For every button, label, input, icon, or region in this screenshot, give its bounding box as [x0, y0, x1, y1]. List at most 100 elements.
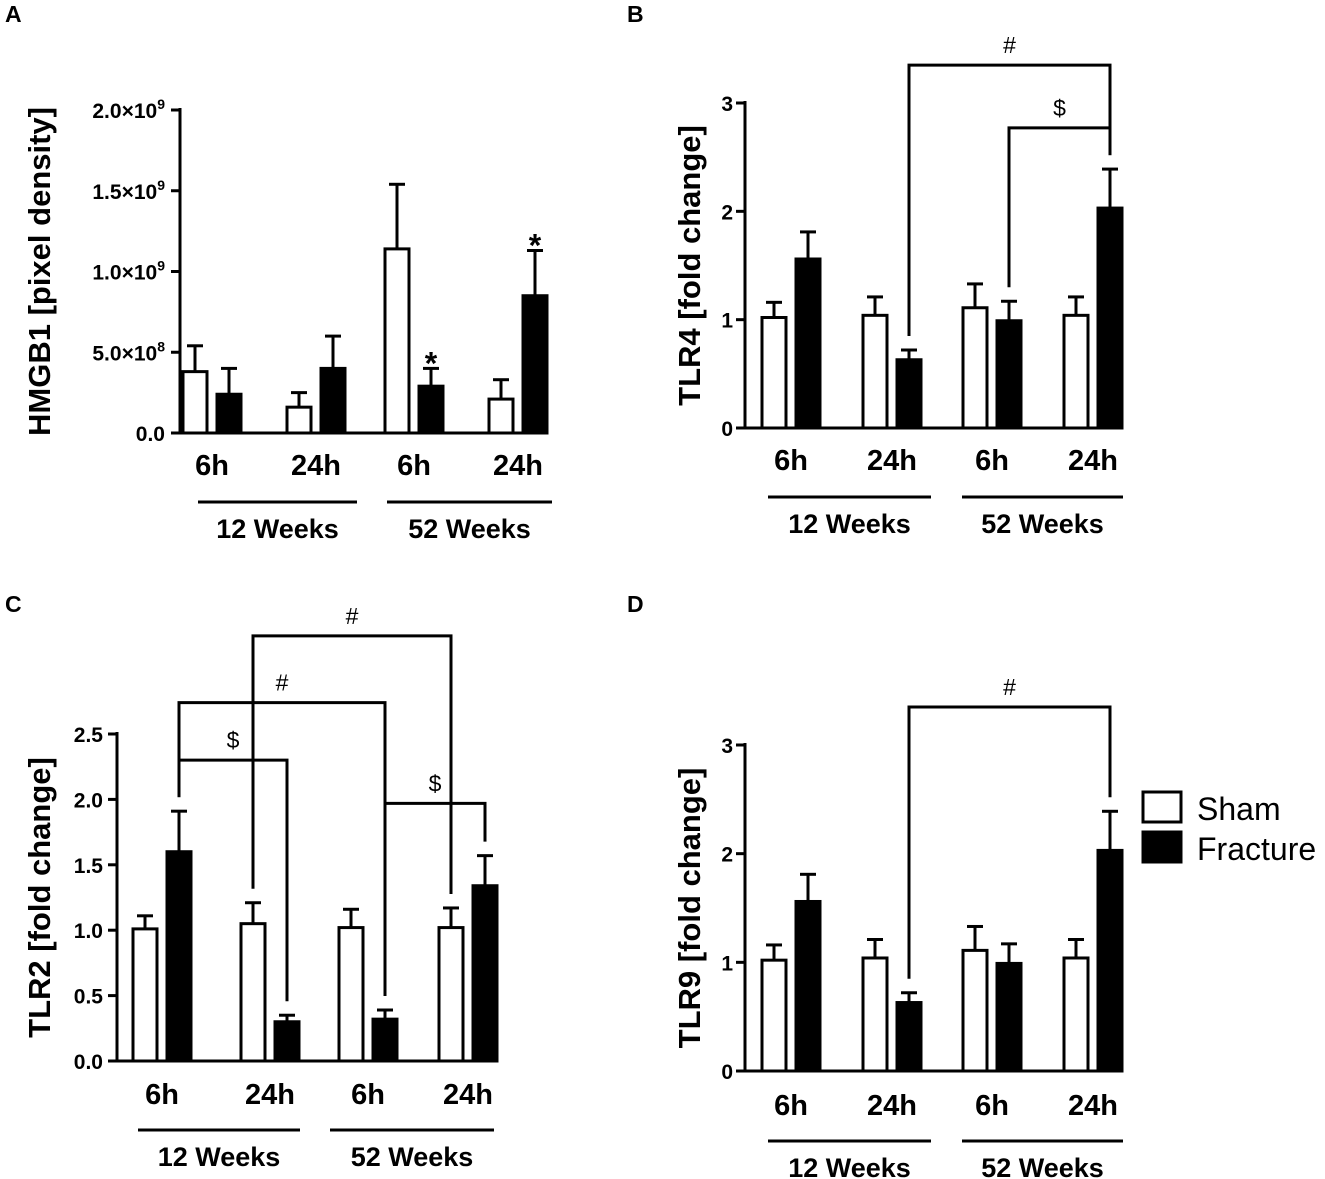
bar-fracture	[995, 961, 1023, 1073]
significance-label: #	[1003, 674, 1016, 700]
x-tick-label: 24h	[245, 1079, 295, 1111]
bar-fracture	[471, 884, 499, 1063]
significance-bracket	[907, 705, 1112, 979]
significance-bracket	[1007, 126, 1112, 288]
x-tick-label: 24h	[291, 450, 341, 482]
chart-panels: A 0.0 5.0×108 1.0×109 1.5×109 2.0×109 HMGB1 [p…	[5, 1, 1124, 1179]
y-tick-label: 2	[721, 844, 733, 867]
bar-fracture	[1096, 206, 1124, 430]
x-tick-label: 6h	[774, 445, 808, 477]
bar-sham	[285, 405, 313, 435]
x-tick-label: 6h	[195, 450, 229, 482]
significance-label: $	[429, 770, 442, 796]
y-tick-label: 0.5	[74, 986, 104, 1009]
bar-sham	[383, 247, 411, 435]
bar-fracture	[273, 1020, 301, 1063]
x-tick-label: 6h	[397, 450, 431, 482]
y-axis-label: TLR9 [fold change]	[672, 768, 707, 1049]
bar-fracture	[165, 850, 193, 1063]
bar-fracture	[417, 384, 445, 435]
bar-fracture	[895, 358, 923, 430]
panel-b: B 0 1 2 3 TLR4 [fold change] 6h 24h 6h 24h 12 Week…	[627, 1, 1124, 539]
legend-label-sham: Sham	[1197, 791, 1281, 827]
y-tick-label: 0	[721, 418, 733, 441]
bar-sham	[181, 370, 209, 435]
panel-letter: B	[627, 1, 644, 27]
significance-label: #	[1003, 32, 1016, 58]
group-label: 52 Weeks	[408, 514, 531, 544]
significance-star: *	[529, 228, 542, 264]
bar-sham	[437, 926, 465, 1063]
significance-bracket	[177, 758, 289, 1002]
y-tick-label: 1.0	[74, 920, 103, 943]
bar-sham	[131, 927, 159, 1063]
x-tick-label: 6h	[351, 1079, 385, 1111]
bar-sham	[760, 958, 788, 1073]
group-label: 12 Weeks	[216, 514, 339, 544]
panel-letter: D	[627, 591, 644, 617]
x-tick-label: 6h	[145, 1079, 179, 1111]
bar-fracture	[794, 899, 822, 1073]
bar-sham	[1062, 956, 1090, 1073]
bar-fracture	[521, 294, 549, 435]
bar-sham	[337, 926, 365, 1063]
y-axis-label: TLR4 [fold change]	[672, 125, 707, 406]
group-label: 52 Weeks	[351, 1142, 474, 1172]
panel-a: A 0.0 5.0×108 1.0×109 1.5×109 2.0×109 HMGB1 [p…	[5, 1, 552, 544]
group-label: 52 Weeks	[981, 1153, 1104, 1179]
significance-label: $	[227, 727, 240, 753]
panel-letter: A	[5, 1, 22, 27]
y-tick-label: 5.0×108	[92, 338, 165, 365]
y-axis-label: HMGB1 [pixel density]	[22, 107, 57, 436]
y-tick-label: 2.0×109	[92, 96, 165, 123]
significance-bracket	[907, 63, 1112, 336]
y-tick-label: 1.0×109	[92, 258, 165, 285]
panel-c: C 0.0 0.5 1.0 1.5 2.0 2.5 TLR2 [fold change] 6h 2…	[5, 591, 499, 1172]
y-tick-label: 2	[721, 201, 733, 224]
x-tick-label: 24h	[867, 445, 917, 477]
bar-sham	[961, 306, 989, 430]
bar-fracture	[1096, 848, 1124, 1073]
y-tick-label: 1	[721, 310, 733, 333]
y-tick-label: 3	[721, 735, 733, 758]
legend-swatch-fracture	[1141, 830, 1183, 864]
bar-fracture	[215, 392, 243, 435]
bar-sham	[760, 316, 788, 430]
bar-fracture	[371, 1017, 399, 1063]
bar-sham	[487, 397, 515, 435]
panel-letter: C	[5, 591, 22, 617]
group-label: 12 Weeks	[788, 1153, 911, 1179]
group-label: 12 Weeks	[158, 1142, 281, 1172]
bar-sham	[239, 922, 267, 1063]
y-tick-label: 1	[721, 952, 733, 975]
y-tick-label: 0	[721, 1061, 733, 1084]
x-tick-label: 6h	[975, 445, 1009, 477]
group-label: 52 Weeks	[981, 509, 1104, 539]
panel-d: D 0 1 2 3 TLR9 [fold change] 6h 24h 6h 24h 12 Week…	[627, 591, 1124, 1179]
x-tick-label: 6h	[975, 1090, 1009, 1122]
x-tick-label: 24h	[493, 450, 543, 482]
bar-sham	[861, 313, 889, 430]
x-tick-label: 24h	[1068, 1090, 1118, 1122]
x-tick-label: 24h	[867, 1090, 917, 1122]
significance-bracket	[251, 634, 453, 894]
y-tick-label: 3	[721, 93, 733, 116]
significance-label: $	[1053, 95, 1066, 121]
x-tick-label: 24h	[443, 1079, 493, 1111]
significance-label: #	[276, 670, 289, 696]
bar-sham	[861, 956, 889, 1073]
x-tick-label: 6h	[774, 1090, 808, 1122]
y-tick-label: 1.5×109	[92, 177, 165, 204]
y-tick-label: 2.0	[74, 789, 103, 812]
bar-sham	[961, 948, 989, 1073]
y-tick-label: 0.0	[136, 423, 165, 446]
group-label: 12 Weeks	[788, 509, 911, 539]
y-axis-label: TLR2 [fold change]	[22, 757, 57, 1038]
legend: Sham Fracture	[1141, 790, 1316, 867]
legend-label-fracture: Fracture	[1197, 831, 1316, 867]
bar-fracture	[319, 366, 347, 435]
y-tick-label: 2.5	[74, 724, 104, 747]
x-tick-label: 24h	[1068, 445, 1118, 477]
bar-sham	[1062, 313, 1090, 430]
y-tick-label: 1.5	[74, 855, 104, 878]
